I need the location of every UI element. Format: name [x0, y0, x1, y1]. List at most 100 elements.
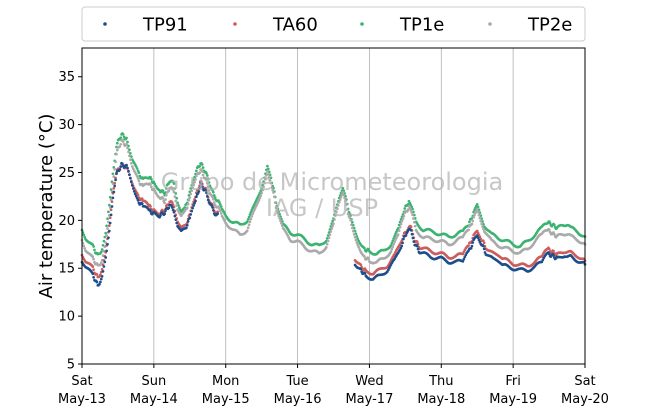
point-TP1e [115, 141, 119, 145]
point-TA60 [170, 201, 174, 204]
point-TP2e [330, 227, 334, 231]
point-TP1e [548, 221, 552, 225]
point-TP2e [258, 196, 262, 200]
point-TA60 [112, 187, 116, 190]
point-TP91 [188, 216, 192, 220]
point-TP2e [119, 142, 123, 146]
x-tick-weekday-4: Wed [355, 374, 383, 389]
point-TP2e [326, 239, 330, 243]
point-TP2e [398, 225, 402, 229]
point-TP91 [547, 252, 551, 256]
point-TP2e [350, 223, 353, 227]
plot-series [80, 132, 587, 287]
point-TP2e [410, 211, 413, 214]
point-TP2e [205, 181, 209, 185]
point-TA60 [467, 244, 470, 247]
x-tick-date-0: May-13 [58, 392, 106, 407]
point-TA60 [481, 239, 485, 243]
point-TP2e [135, 174, 139, 178]
point-TP91 [552, 253, 555, 257]
point-TP91 [172, 210, 176, 214]
point-TP1e [367, 247, 370, 251]
x-tick-date-5: May-18 [417, 392, 465, 407]
point-TP91 [167, 206, 171, 210]
point-TP2e [106, 227, 109, 230]
point-TP2e [121, 140, 125, 143]
point-TP91 [159, 214, 162, 217]
legend-marker-TP1e [360, 22, 364, 26]
point-TP91 [211, 205, 214, 209]
point-TP91 [99, 280, 102, 284]
point-TP2e [482, 227, 485, 231]
point-TP91 [186, 220, 190, 223]
point-TP2e [136, 177, 140, 180]
point-TP2e [367, 257, 370, 261]
point-TA60 [95, 273, 99, 276]
point-TP91 [140, 202, 144, 206]
point-TP2e [279, 219, 282, 223]
legend: TP91 TA60 TP1e TP2e [81, 6, 586, 42]
point-TP2e [198, 171, 202, 174]
point-TP2e [115, 152, 118, 156]
point-TA60 [109, 208, 113, 212]
point-TP2e [194, 178, 197, 181]
point-TP1e [205, 174, 209, 177]
point-TP1e [149, 177, 153, 181]
grid-lines [153, 48, 514, 364]
x-tick-weekday-2: Mon [212, 374, 239, 389]
point-TP2e [470, 222, 474, 226]
point-TP2e [250, 214, 254, 218]
point-TP91 [205, 191, 208, 195]
point-TP1e [161, 189, 165, 193]
point-TP91 [109, 213, 113, 217]
point-TP2e [164, 193, 168, 197]
y-tick-label-1: 10 [58, 310, 75, 325]
point-TP1e [83, 235, 87, 239]
point-TP2e [338, 198, 342, 202]
point-TP1e [135, 167, 139, 170]
point-TP2e [280, 221, 283, 225]
point-TP1e [109, 188, 113, 191]
point-TP91 [108, 221, 112, 225]
point-TP2e [113, 167, 117, 171]
point-TP2e [257, 198, 261, 202]
point-TP1e [476, 205, 480, 209]
point-TP2e [411, 213, 414, 217]
point-TP1e [102, 239, 106, 243]
point-TP1e [128, 148, 131, 152]
point-TP2e [396, 233, 400, 236]
point-TP91 [112, 190, 116, 194]
point-TP1e [351, 220, 354, 224]
point-TP2e [399, 222, 403, 226]
point-TP1e [111, 172, 115, 176]
point-TP1e [248, 213, 252, 216]
point-TP91 [118, 168, 122, 171]
point-TP91 [173, 214, 177, 218]
x-tick-weekday-1: Sun [141, 374, 166, 389]
point-TP2e [354, 238, 358, 242]
point-TP91 [95, 280, 99, 284]
point-TP2e [467, 228, 470, 232]
x-tick-date-2: May-15 [202, 392, 250, 407]
point-TP1e [110, 180, 114, 184]
point-TP91 [132, 190, 136, 193]
plot-frame [81, 47, 586, 365]
point-TA60 [359, 263, 363, 267]
point-TP1e [138, 174, 142, 178]
point-TP2e [171, 188, 175, 192]
point-TP2e [82, 244, 86, 248]
point-TP91 [363, 271, 367, 275]
point-TP1e [250, 208, 254, 212]
point-TP1e [218, 201, 221, 204]
watermark-line-2: IAG / USP [266, 194, 378, 222]
point-TP91 [136, 198, 140, 202]
point-TP91 [412, 240, 416, 243]
point-TP1e [93, 248, 96, 252]
point-TP91 [114, 178, 117, 182]
point-TP91 [540, 260, 544, 264]
point-TP91 [416, 247, 420, 251]
point-TP2e [353, 235, 357, 239]
point-TP2e [190, 189, 194, 193]
point-TP2e [345, 203, 348, 206]
